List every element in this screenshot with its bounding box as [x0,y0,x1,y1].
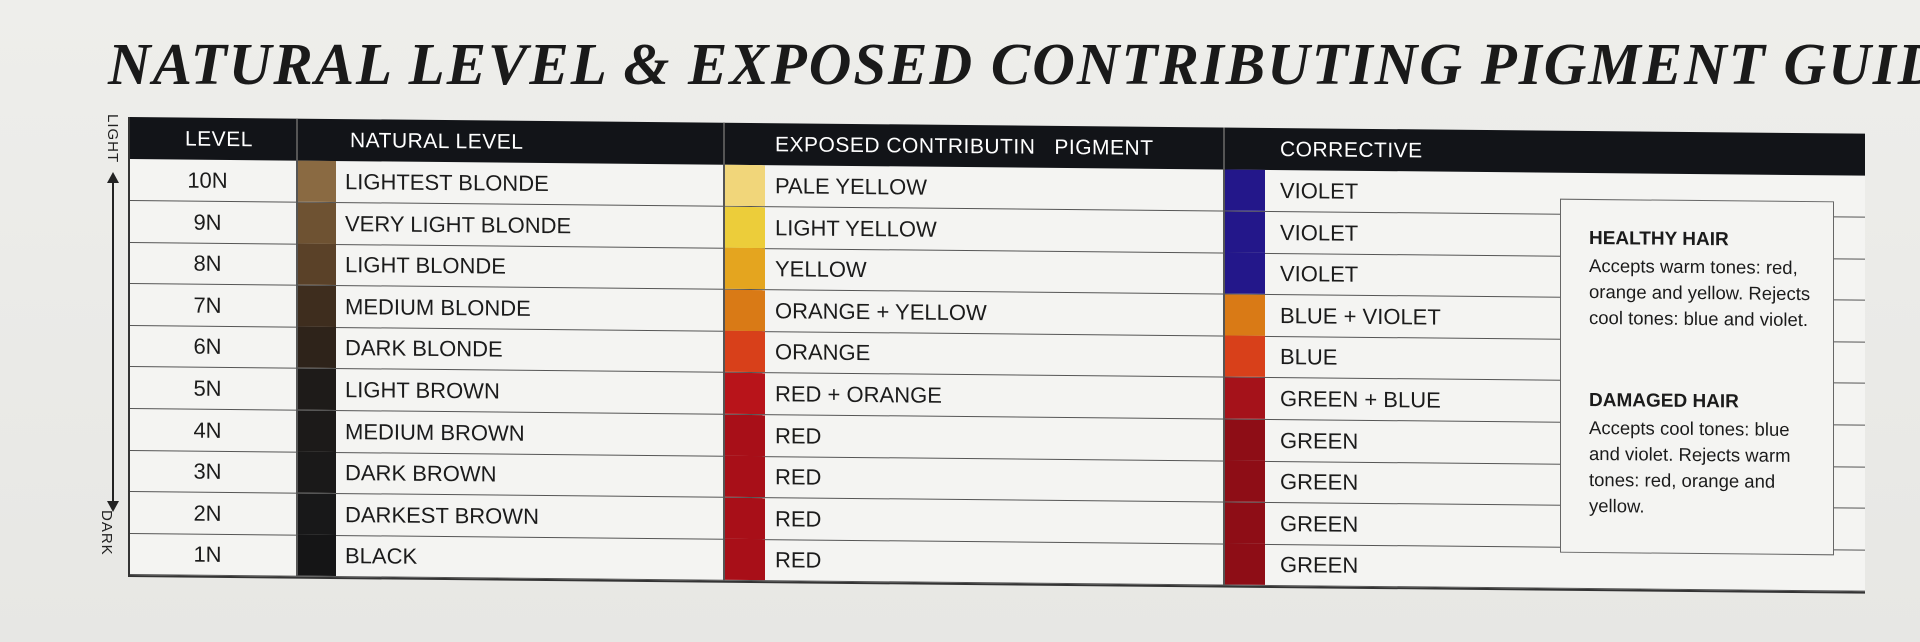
corrective-cell: GREEN [1280,510,1359,537]
hair-condition-note: HEALTHY HAIR Accepts warm tones: red, or… [1560,198,1834,556]
pigment-cell: ORANGE [775,339,871,366]
pigment-cell: RED [775,464,822,490]
pigment-color-swatch [725,539,765,581]
corrective-color-swatch [1225,419,1265,461]
corrective-color-swatch [1225,252,1265,295]
pigment-cell: RED + ORANGE [775,381,942,408]
level-cell: 9N [193,209,222,235]
page-title: NATURAL LEVEL & EXPOSED CONTRIBUTING PIG… [108,31,1920,97]
natural-color-swatch [298,493,336,535]
pigment-cell: PALE YELLOW [775,173,928,200]
pigment-color-swatch [725,247,765,290]
corrective-color-swatch [1225,335,1265,378]
pigment-color-swatch [725,372,765,415]
column-divider [296,118,298,577]
natural-color-swatch [298,368,336,410]
level-cell: 3N [193,458,222,485]
natural-color-swatch [298,535,336,577]
corrective-cell: VIOLET [1280,261,1359,287]
healthy-hair-title: HEALTHY HAIR [1589,227,1729,251]
corrective-cell: GREEN [1280,427,1359,454]
header-corrective: CORRECTIVE [1280,138,1423,163]
corrective-cell: GREEN [1280,469,1359,495]
corrective-cell: VIOLET [1280,219,1359,246]
healthy-hair-block: HEALTHY HAIR Accepts warm tones: red, or… [1589,228,1824,333]
natural-level-cell: VERY LIGHT BLONDE [345,210,572,238]
natural-level-cell: LIGHTEST BLONDE [345,169,549,197]
light-dark-arrow-icon [107,172,119,512]
pigment-color-swatch [725,414,765,456]
level-cell: 5N [193,375,222,401]
level-cell: 2N [193,500,222,526]
corrective-cell: GREEN + BLUE [1280,386,1441,413]
column-divider [723,122,725,581]
axis-light-label: LIGHT [104,114,121,164]
header-natural-level: NATURAL LEVEL [350,129,524,154]
natural-color-swatch [298,202,336,244]
damaged-hair-text: Accepts cool tones: blue and violet. Rej… [1589,416,1791,517]
pigment-cell: RED [775,506,822,532]
level-cell: 10N [187,167,228,193]
header-level: LEVEL [185,127,253,152]
natural-color-swatch [298,285,336,327]
damaged-hair-title: DAMAGED HAIR [1589,389,1739,413]
level-cell: 8N [193,250,222,277]
natural-level-cell: BLACK [345,543,418,570]
pigment-color-swatch [725,289,765,331]
corrective-cell: BLUE [1280,344,1338,371]
pigment-cell: ORANGE + YELLOW [775,298,987,326]
natural-color-swatch [298,243,336,286]
corrective-color-swatch [1225,460,1265,503]
pigment-color-swatch [725,331,765,373]
natural-level-cell: MEDIUM BLONDE [345,293,531,321]
column-divider [1223,127,1225,586]
corrective-cell: VIOLET [1280,178,1359,204]
damaged-hair-block: DAMAGED HAIR Accepts cool tones: blue an… [1589,390,1824,521]
natural-level-cell: DARK BLONDE [345,335,503,362]
healthy-hair-text: Accepts warm tones: red, orange and yell… [1589,254,1811,331]
natural-color-swatch [298,160,336,202]
corrective-color-swatch [1225,211,1265,253]
natural-level-cell: DARKEST BROWN [345,501,539,529]
pigment-color-swatch [725,455,765,498]
header-exposed-pigment: EXPOSED CONTRIBUTIN PIGMENT [775,133,1154,160]
natural-level-cell: MEDIUM BROWN [345,418,525,446]
pigment-cell: RED [775,547,822,574]
natural-level-cell: LIGHT BLONDE [345,252,506,279]
corrective-color-swatch [1225,169,1265,211]
natural-color-swatch [298,410,336,452]
corrective-cell: BLUE + VIOLET [1280,302,1441,330]
level-cell: 4N [193,417,222,443]
corrective-color-swatch [1225,502,1265,544]
pigment-color-swatch [725,206,765,248]
level-cell: 7N [193,292,222,318]
pigment-cell: RED [775,422,822,449]
pigment-color-swatch [725,497,765,539]
level-cell: 6N [193,334,222,360]
corrective-cell: GREEN [1280,552,1359,579]
natural-level-cell: LIGHT BROWN [345,377,500,404]
corrective-color-swatch [1225,543,1265,586]
natural-color-swatch [298,451,336,494]
axis-dark-label: DARK [98,510,115,556]
pigment-color-swatch [725,164,765,207]
pigment-cell: LIGHT YELLOW [775,214,937,242]
corrective-color-swatch [1225,294,1265,336]
pigment-cell: YELLOW [775,256,867,283]
level-cell: 1N [193,542,222,568]
natural-color-swatch [298,327,336,369]
natural-level-cell: DARK BROWN [345,460,497,487]
corrective-color-swatch [1225,377,1265,419]
